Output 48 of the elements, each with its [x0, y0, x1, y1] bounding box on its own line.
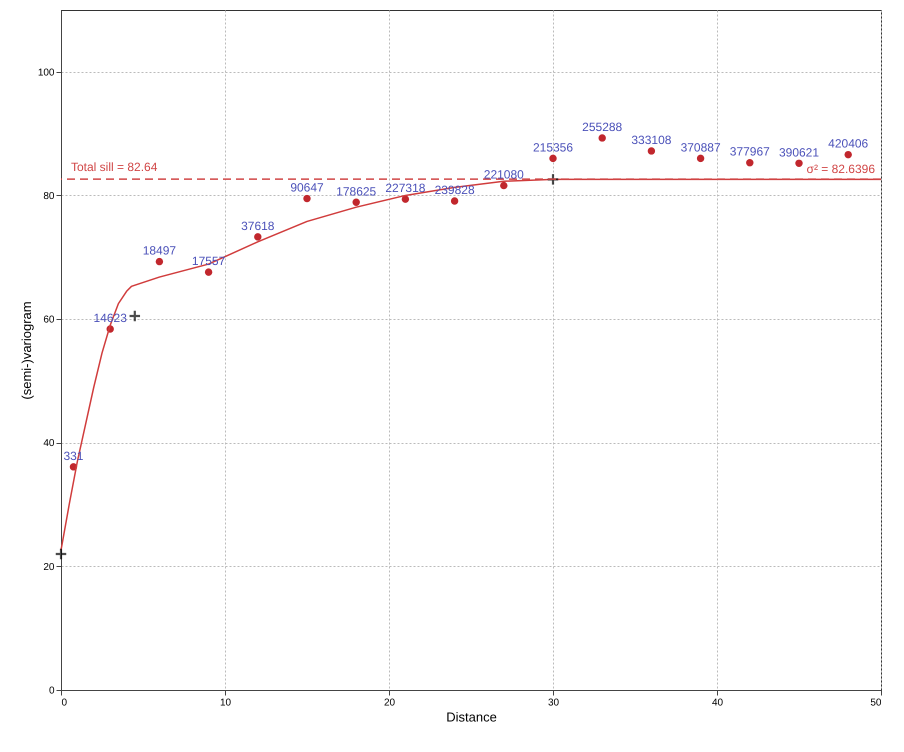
annotation: 390621	[778, 145, 820, 160]
annotation: 37618	[241, 218, 275, 233]
point	[254, 233, 262, 241]
point	[204, 268, 212, 276]
y-tick-label: 80	[43, 190, 55, 202]
point	[795, 160, 803, 168]
x-tick-label: 10	[220, 698, 232, 708]
point	[648, 147, 656, 155]
x-tick-label: 30	[548, 698, 560, 708]
annotation: 221080	[484, 168, 524, 182]
x-tick-label: 40	[712, 698, 724, 708]
point	[549, 154, 557, 162]
annotation: 18497	[142, 244, 176, 258]
point	[352, 198, 360, 206]
point	[303, 194, 311, 202]
point	[128, 310, 142, 322]
ref-line-label: Total sill = 82.64	[71, 160, 158, 174]
y-tick-label: 60	[43, 314, 55, 326]
x-tick-label: 20	[384, 698, 396, 708]
y-axis-title: (semi-)variogram	[18, 301, 34, 400]
annotation: 255288	[582, 120, 623, 134]
y-tick-label: 40	[43, 438, 55, 450]
point	[696, 154, 704, 162]
annotation: 178625	[336, 184, 377, 198]
point	[844, 150, 852, 158]
point	[156, 258, 164, 266]
point	[54, 548, 68, 560]
point	[450, 197, 458, 205]
annotation: 420406	[828, 136, 869, 151]
x-tick-label: 0	[62, 698, 68, 708]
annotation: 90647	[290, 180, 324, 195]
annotation: 370887	[680, 140, 721, 154]
annotation: 227318	[385, 181, 426, 196]
point	[598, 134, 606, 142]
y-tick-label: 0	[48, 686, 55, 696]
annotation: 239828	[434, 183, 475, 198]
point	[546, 173, 560, 186]
point	[402, 195, 410, 203]
y-tick-label: 100	[38, 67, 55, 78]
point	[500, 182, 508, 190]
y-tick-label: 20	[43, 562, 55, 573]
annotation: 333108	[631, 132, 672, 147]
annotation: σ² = 82.6396	[806, 162, 876, 176]
x-axis-title: Distance	[446, 710, 497, 724]
x-tick-label: 50	[870, 698, 882, 708]
point	[746, 158, 754, 166]
annotation: 377967	[730, 144, 770, 159]
annotation: 215356	[532, 140, 574, 154]
